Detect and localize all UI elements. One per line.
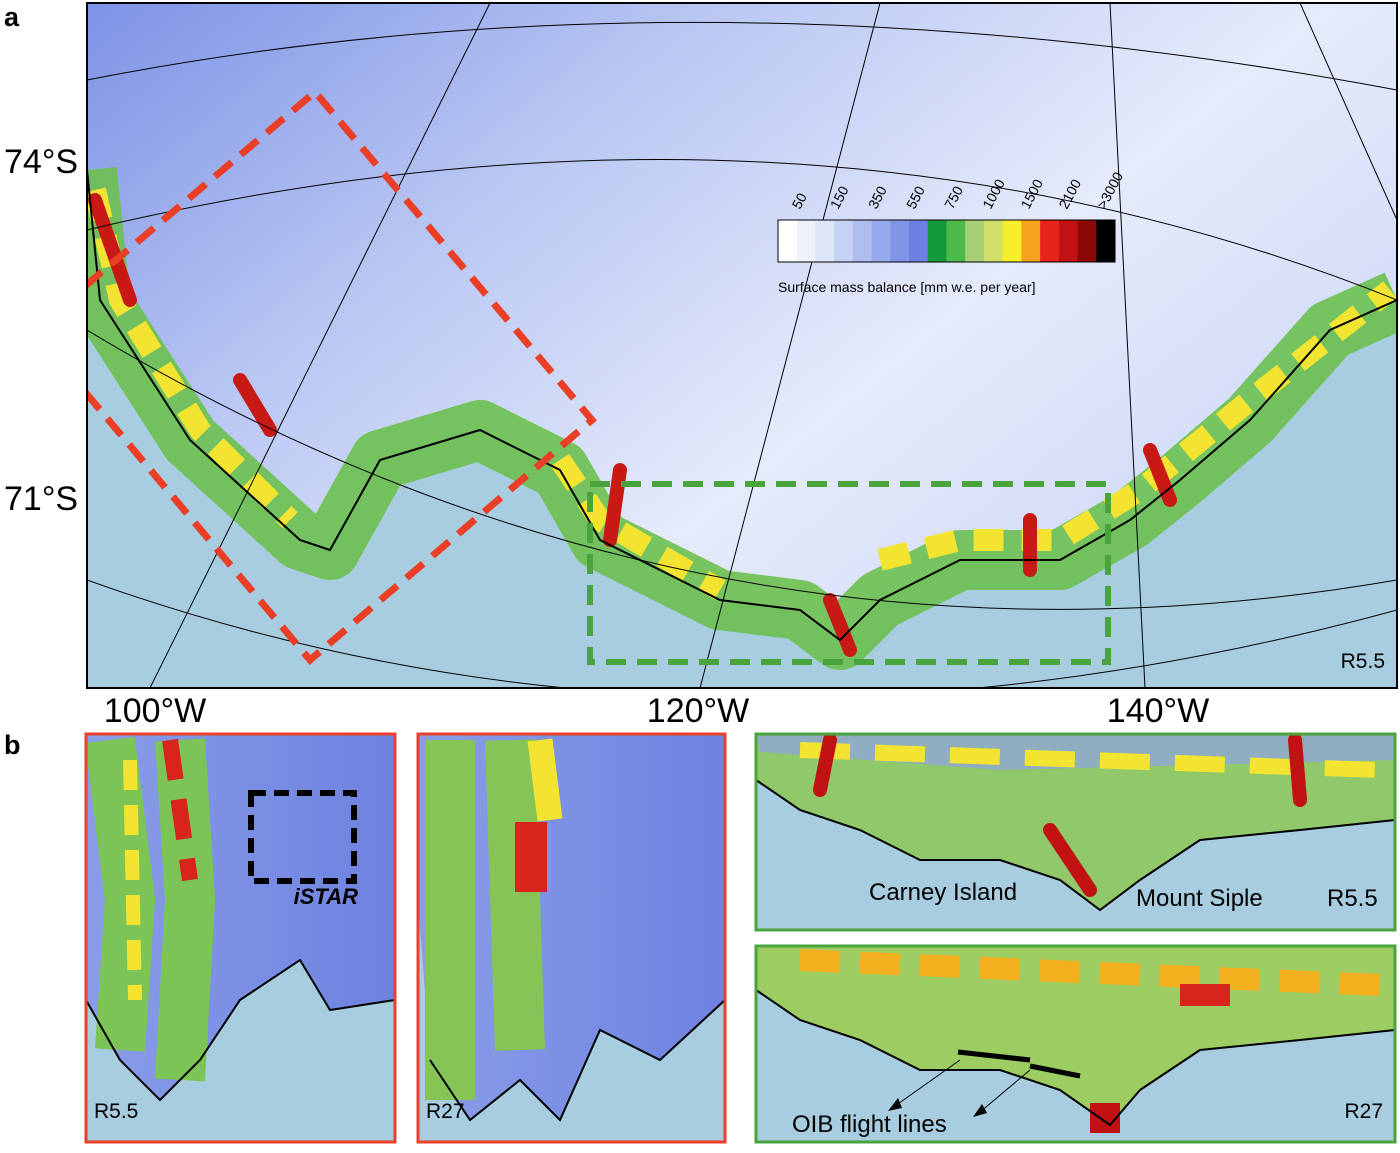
inset-frame [754,732,1397,932]
colorbar-frame [777,219,1116,263]
colorbar-swatch [778,220,798,262]
colorbar-swatch [946,220,966,262]
panel-label: a [4,2,20,32]
map-a [87,3,1397,688]
colorbar-title: Surface mass balance [mm w.e. per year] [778,279,1036,295]
colorbar-swatch [796,220,816,262]
inset-map [418,734,725,1142]
inset-frame [84,732,397,1144]
lon-label: 100°W [104,692,206,730]
colorbar-tick-label: 50 [789,190,811,211]
colorbar-swatch [1096,220,1116,262]
place-label: Mount Siple [1136,885,1263,912]
inset-frame [416,732,727,1144]
inset-map [756,946,1395,1142]
colorbar-swatch [1058,220,1079,262]
run-label: R5.5 [1327,885,1378,912]
colorbar-swatch [890,220,910,262]
place-label: Carney Island [869,879,1017,906]
annotation: OIB flight lines [792,1111,947,1138]
panel-label: b [4,730,21,760]
colorbar-swatch [909,220,929,262]
colorbar-swatch [871,220,891,262]
colorbar-swatch [1040,220,1060,262]
inset-frame [754,944,1397,1144]
run-label: R27 [426,1100,465,1123]
inset-map [756,734,1395,930]
inset-map [86,734,395,1142]
colorbar-swatch [815,220,835,262]
lon-label: 140°W [1107,692,1209,730]
colorbar-swatch [852,220,873,262]
lat-label: 74°S [4,143,78,181]
run-label: R5.5 [1341,650,1385,673]
lat-label: 71°S [4,480,78,518]
colorbar-swatch [983,220,1004,262]
colorbar-swatch [965,220,985,262]
run-label: R27 [1344,1100,1383,1123]
colorbar-swatch [1002,220,1022,262]
annotation: iSTAR [294,884,358,909]
colorbar-swatch [834,220,854,262]
frame-a [86,2,1398,689]
lon-label: 120°W [647,692,749,730]
colorbar-swatch [927,220,947,262]
colorbar-swatch [1077,220,1097,262]
colorbar-swatch [1021,220,1041,262]
run-label: R5.5 [94,1100,138,1123]
